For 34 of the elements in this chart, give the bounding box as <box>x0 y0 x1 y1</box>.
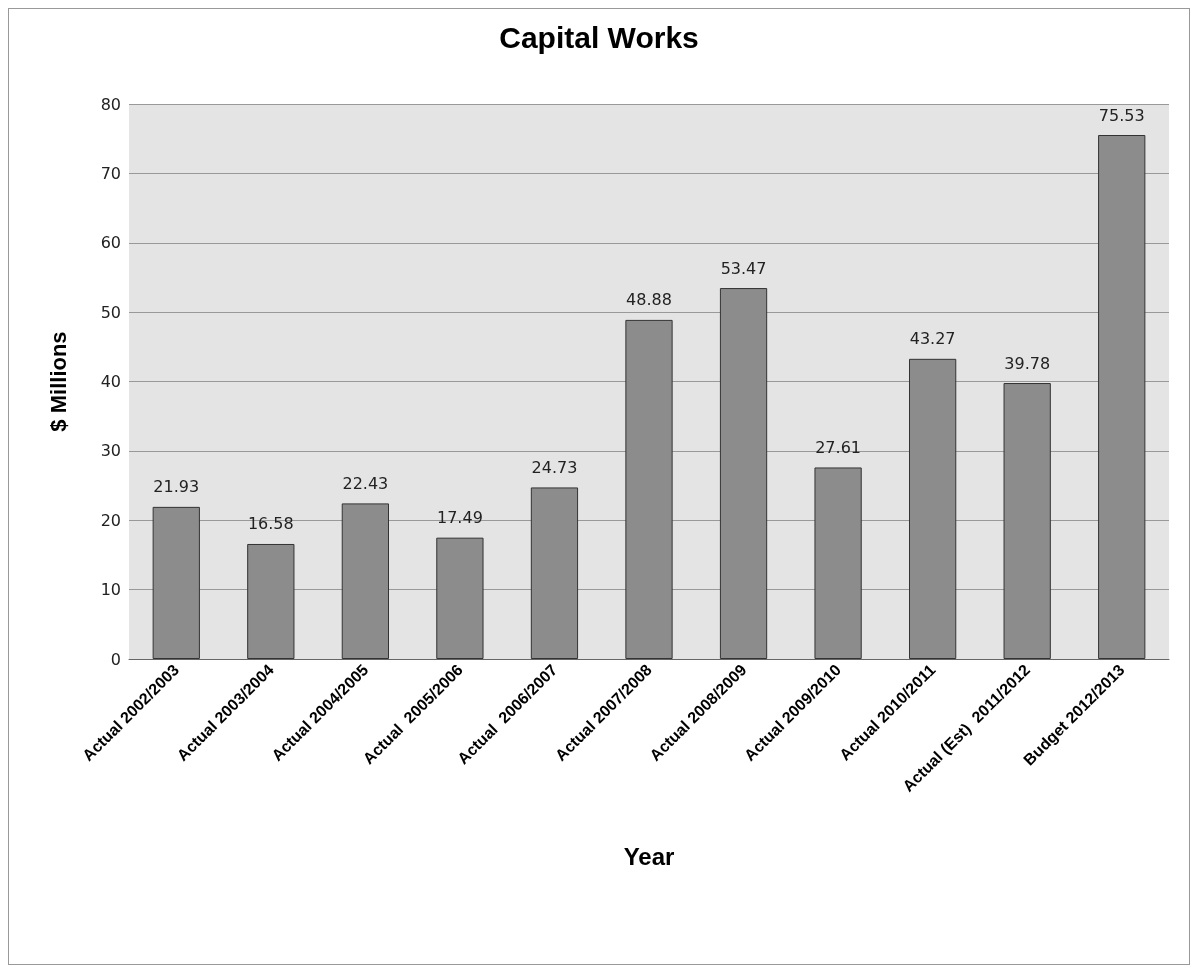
y-tick-label: 20 <box>100 510 121 530</box>
x-axis-title: Year <box>623 842 675 870</box>
bar <box>719 288 768 659</box>
bar <box>247 543 295 659</box>
data-label: 43.27 <box>909 329 956 349</box>
bar <box>1098 135 1146 659</box>
data-label: 16.58 <box>247 514 294 534</box>
bar <box>341 503 389 659</box>
bar <box>625 319 673 659</box>
y-axis-title: $ Millions <box>45 331 71 432</box>
y-tick-label: 60 <box>100 233 121 253</box>
bar <box>436 537 484 659</box>
y-tick-label: 30 <box>100 441 121 461</box>
data-label: 27.61 <box>815 437 861 457</box>
data-label: 75.53 <box>1098 105 1145 125</box>
bar <box>1003 383 1051 659</box>
data-label: 48.88 <box>626 290 672 310</box>
data-label: 21.93 <box>153 477 200 497</box>
bar <box>814 467 862 659</box>
data-label: 22.43 <box>342 473 389 493</box>
bar <box>909 358 957 659</box>
y-tick-label: 70 <box>100 163 121 183</box>
y-tick-label: 40 <box>100 372 121 391</box>
data-label: 39.78 <box>1004 353 1051 373</box>
data-label: 24.73 <box>531 457 578 477</box>
bar <box>530 487 579 659</box>
chart-title: Capital Works <box>499 20 699 54</box>
data-label: 53.47 <box>720 258 767 278</box>
y-tick-label: 10 <box>100 580 121 600</box>
data-label: 17.49 <box>437 508 483 528</box>
y-tick-label: 80 <box>100 94 121 114</box>
y-tick-label: 50 <box>100 302 121 322</box>
bar <box>152 506 200 659</box>
y-tick-label: 0 <box>110 649 121 669</box>
